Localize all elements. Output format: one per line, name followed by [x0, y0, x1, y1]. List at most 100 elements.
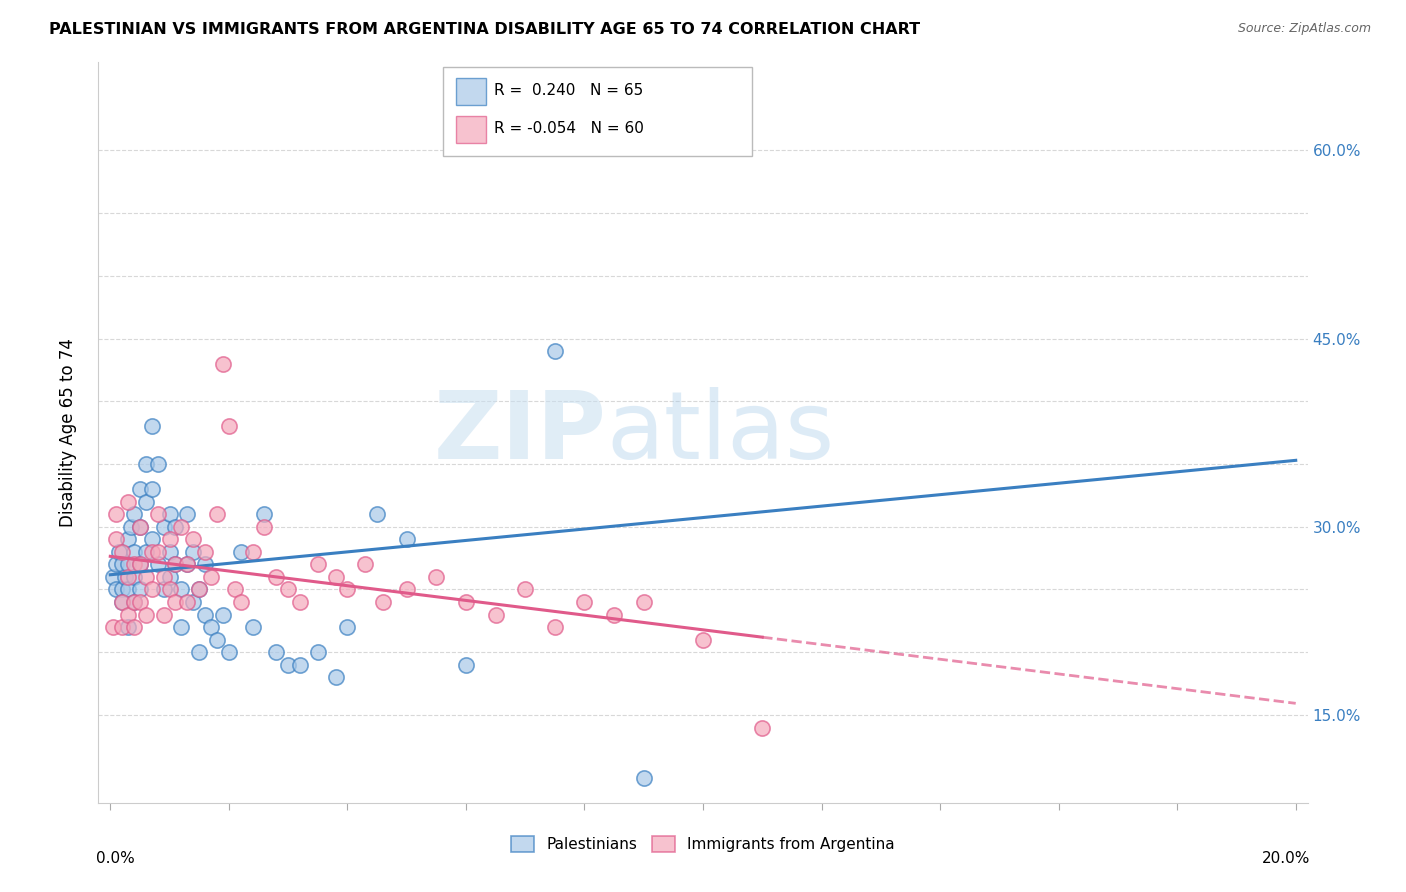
Point: [170, 520, 193, 534]
Point: [176, 558, 198, 572]
Point: [129, 582, 152, 597]
Point: [122, 545, 145, 559]
Point: [574, 595, 596, 609]
Point: [146, 457, 169, 471]
Point: [366, 507, 388, 521]
Point: [176, 507, 198, 521]
Point: [114, 570, 136, 584]
Point: [117, 533, 139, 547]
Point: [105, 533, 128, 547]
Point: [229, 545, 252, 559]
Point: [425, 570, 447, 584]
Point: [111, 582, 134, 597]
Point: [253, 520, 276, 534]
Point: [141, 419, 163, 434]
Point: [194, 545, 217, 559]
Point: [205, 632, 228, 647]
Point: [751, 721, 773, 735]
Point: [146, 507, 169, 521]
Point: [117, 558, 139, 572]
Point: [325, 570, 347, 584]
Point: [181, 595, 204, 609]
Point: [170, 620, 193, 634]
Point: [111, 595, 134, 609]
Point: [371, 595, 394, 609]
Point: [242, 545, 264, 559]
Text: 0.0%: 0.0%: [96, 851, 135, 866]
Point: [105, 558, 128, 572]
Point: [135, 545, 157, 559]
Point: [212, 607, 235, 622]
Point: [253, 507, 276, 521]
Point: [159, 545, 181, 559]
Point: [336, 620, 359, 634]
Point: [633, 771, 655, 785]
Point: [111, 558, 134, 572]
Point: [135, 494, 157, 508]
Point: [117, 494, 139, 508]
Point: [135, 607, 157, 622]
Point: [325, 670, 347, 684]
Text: atlas: atlas: [606, 386, 835, 479]
Point: [218, 419, 240, 434]
Point: [224, 582, 246, 597]
Point: [188, 582, 211, 597]
Point: [200, 620, 222, 634]
Point: [122, 558, 145, 572]
Y-axis label: Disability Age 65 to 74: Disability Age 65 to 74: [59, 338, 77, 527]
Text: R =  0.240   N = 65: R = 0.240 N = 65: [494, 84, 643, 98]
Point: [117, 570, 139, 584]
Point: [105, 582, 128, 597]
Point: [120, 520, 142, 534]
Point: [103, 620, 125, 634]
Point: [129, 520, 152, 534]
Point: [188, 645, 211, 659]
Point: [229, 595, 252, 609]
Point: [165, 558, 187, 572]
Point: [165, 520, 187, 534]
Point: [165, 595, 187, 609]
Point: [218, 645, 240, 659]
Point: [395, 533, 418, 547]
Point: [395, 582, 418, 597]
Point: [181, 533, 204, 547]
Point: [152, 520, 174, 534]
Point: [111, 595, 134, 609]
Point: [122, 595, 145, 609]
Point: [141, 582, 163, 597]
Point: [152, 570, 174, 584]
Point: [194, 607, 217, 622]
Point: [141, 545, 163, 559]
Point: [122, 507, 145, 521]
Point: [152, 607, 174, 622]
Point: [188, 582, 211, 597]
Point: [603, 607, 626, 622]
Point: [242, 620, 264, 634]
Point: [544, 344, 567, 359]
Point: [354, 558, 377, 572]
Point: [288, 657, 311, 672]
Point: [111, 545, 134, 559]
Point: [141, 533, 163, 547]
Point: [129, 482, 152, 496]
Point: [129, 520, 152, 534]
Point: [181, 545, 204, 559]
Point: [264, 645, 287, 659]
Point: [307, 558, 329, 572]
Point: [129, 558, 152, 572]
Point: [288, 595, 311, 609]
Point: [122, 570, 145, 584]
Point: [200, 570, 222, 584]
Point: [336, 582, 359, 597]
Point: [170, 582, 193, 597]
Point: [212, 357, 235, 371]
Point: [277, 657, 299, 672]
Point: [146, 558, 169, 572]
Point: [129, 595, 152, 609]
Point: [108, 545, 131, 559]
Point: [117, 607, 139, 622]
Point: [129, 558, 152, 572]
Point: [454, 657, 477, 672]
Point: [146, 545, 169, 559]
Text: R = -0.054   N = 60: R = -0.054 N = 60: [494, 121, 644, 136]
